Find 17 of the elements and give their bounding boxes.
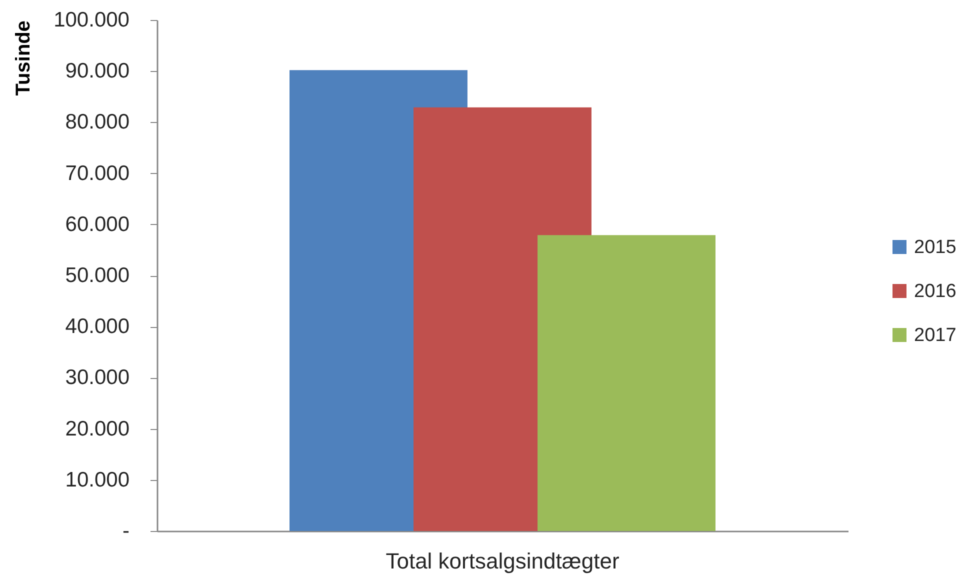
y-axis-title: Tusinde	[12, 20, 35, 96]
y-tick-label: 50.000	[65, 264, 130, 287]
y-tick-label: 30.000	[65, 366, 130, 390]
y-tick-label: 20.000	[65, 417, 130, 440]
y-tick-label: 90.000	[65, 60, 130, 83]
bar	[538, 235, 716, 531]
legend-label: 2015	[914, 237, 956, 258]
x-tick-label: Total kortsalgsindtægter	[386, 548, 620, 574]
y-tick-label: 40.000	[65, 315, 130, 338]
y-tick-label: -	[122, 520, 130, 542]
y-tick-label: 10.000	[65, 468, 130, 492]
y-tick-label: 60.000	[65, 212, 130, 236]
y-tick-label: 80.000	[65, 110, 130, 134]
y-tick-label: 70.000	[65, 162, 130, 185]
legend-label: 2017	[914, 325, 956, 346]
legend-label: 2016	[914, 281, 956, 302]
y-tick-label: 100.000	[54, 8, 130, 32]
